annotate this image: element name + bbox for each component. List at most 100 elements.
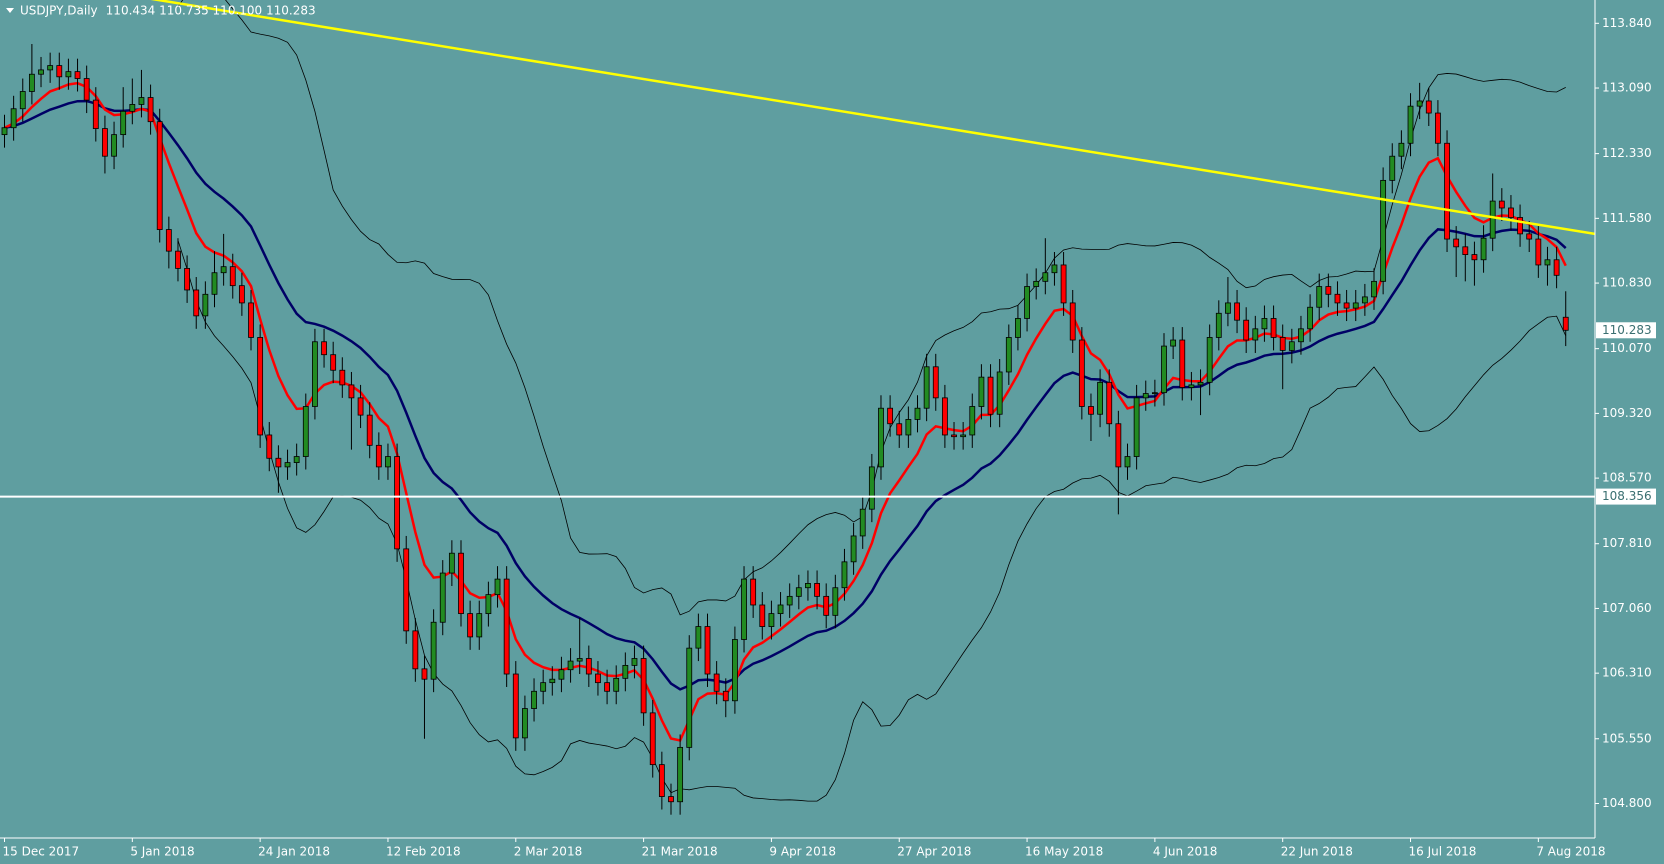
- candle-body: [677, 746, 684, 803]
- candle-body: [28, 73, 35, 92]
- moving-average: [4, 99, 1567, 691]
- candle-body: [293, 456, 300, 463]
- x-tick-label: 7 Aug 2018: [1536, 845, 1605, 859]
- y-tick-label: 113.090: [1602, 81, 1652, 95]
- candle-body: [467, 613, 474, 638]
- x-tick-label: 2 Mar 2018: [514, 845, 582, 859]
- candle-body: [1380, 179, 1387, 282]
- candle-body: [695, 626, 702, 649]
- current-price-box: [1596, 322, 1656, 339]
- x-tick-label: 9 Apr 2018: [769, 845, 836, 859]
- y-tick-label: 113.840: [1602, 16, 1652, 30]
- candle-body: [540, 682, 547, 692]
- candle-body: [887, 407, 894, 425]
- candle-body: [649, 712, 656, 766]
- candle-body: [238, 285, 245, 304]
- candle-body: [184, 268, 191, 291]
- candle-body: [1069, 302, 1076, 341]
- candle-body: [120, 110, 127, 136]
- candle-body: [102, 128, 108, 157]
- y-tick-label: 110.070: [1602, 341, 1652, 355]
- candle-body: [1215, 312, 1222, 338]
- y-tick-label: 112.330: [1602, 146, 1652, 160]
- candle-body: [658, 764, 665, 797]
- candle-body: [165, 229, 172, 252]
- candle-body: [403, 548, 410, 632]
- candle-body: [1371, 280, 1377, 298]
- candle-body: [1051, 264, 1058, 274]
- candle-body: [640, 658, 647, 714]
- collapse-triangle[interactable]: [6, 8, 14, 13]
- candle-body: [549, 678, 556, 684]
- candle-body: [1179, 339, 1186, 388]
- candle-body: [1416, 100, 1423, 107]
- candle-body: [768, 613, 775, 627]
- candle-body: [1024, 286, 1030, 319]
- x-tick-label: 5 Jan 2018: [130, 845, 194, 859]
- candle-body: [896, 423, 903, 436]
- candle-body: [786, 595, 793, 606]
- candle-body: [686, 647, 693, 748]
- level-price-label: 108.356: [1602, 489, 1652, 503]
- candle-body: [394, 456, 400, 550]
- candle-body: [704, 626, 711, 675]
- candle-body: [385, 456, 391, 468]
- candle-body: [1124, 456, 1131, 468]
- candle-body: [248, 302, 254, 338]
- candle-body: [74, 71, 81, 79]
- candle-body: [823, 595, 830, 616]
- candle-body: [1489, 200, 1496, 239]
- y-tick-label: 109.320: [1602, 406, 1652, 420]
- y-tick-label: 110.830: [1602, 276, 1652, 290]
- candle-body: [1188, 384, 1195, 388]
- candle-body: [156, 121, 163, 230]
- candle-body: [430, 621, 437, 680]
- candle-body: [1033, 280, 1040, 287]
- candle-body: [1234, 302, 1240, 321]
- candle-body: [1261, 318, 1268, 330]
- candle-body: [1325, 286, 1332, 295]
- x-tick-label: 16 Jul 2018: [1409, 845, 1477, 859]
- candle-body: [503, 578, 510, 675]
- candle-body: [1142, 393, 1149, 399]
- candle-body: [522, 708, 528, 739]
- candle-body: [722, 690, 729, 702]
- candle-body: [576, 658, 583, 662]
- candle-body: [83, 78, 90, 101]
- candle-body: [604, 682, 610, 692]
- candle-body: [1161, 345, 1167, 394]
- candle-body: [1206, 337, 1213, 383]
- candle-body: [439, 572, 446, 623]
- candle-body: [494, 578, 501, 596]
- candle-body: [923, 366, 930, 409]
- candle-body: [1553, 259, 1560, 276]
- x-tick-label: 24 Jan 2018: [258, 845, 330, 859]
- candle-body: [1453, 238, 1460, 248]
- candle-body: [1225, 302, 1231, 314]
- trendline: [150, 0, 1595, 236]
- candle-body: [531, 690, 537, 709]
- candle-body: [92, 99, 99, 129]
- candle-body: [1407, 105, 1414, 144]
- x-tick-label: 12 Feb 2018: [386, 845, 461, 859]
- candle-body: [1298, 328, 1304, 343]
- candle-body: [558, 669, 565, 680]
- candle-body: [512, 673, 519, 739]
- candle-body: [357, 397, 364, 416]
- candle-body: [750, 578, 757, 606]
- candle-body: [1535, 238, 1542, 266]
- candle-body: [321, 341, 327, 356]
- candle-body: [47, 65, 54, 71]
- candle-body: [1444, 142, 1450, 240]
- candle-body: [1343, 302, 1350, 309]
- candle-body: [631, 658, 638, 666]
- candle-body: [1517, 217, 1523, 235]
- x-tick-label: 21 Mar 2018: [642, 845, 718, 859]
- candle-body: [951, 434, 957, 438]
- candle-body: [129, 104, 136, 112]
- candle-body: [348, 384, 355, 399]
- candle-body: [732, 639, 738, 702]
- candle-body: [585, 658, 592, 675]
- candle-body: [1115, 423, 1122, 468]
